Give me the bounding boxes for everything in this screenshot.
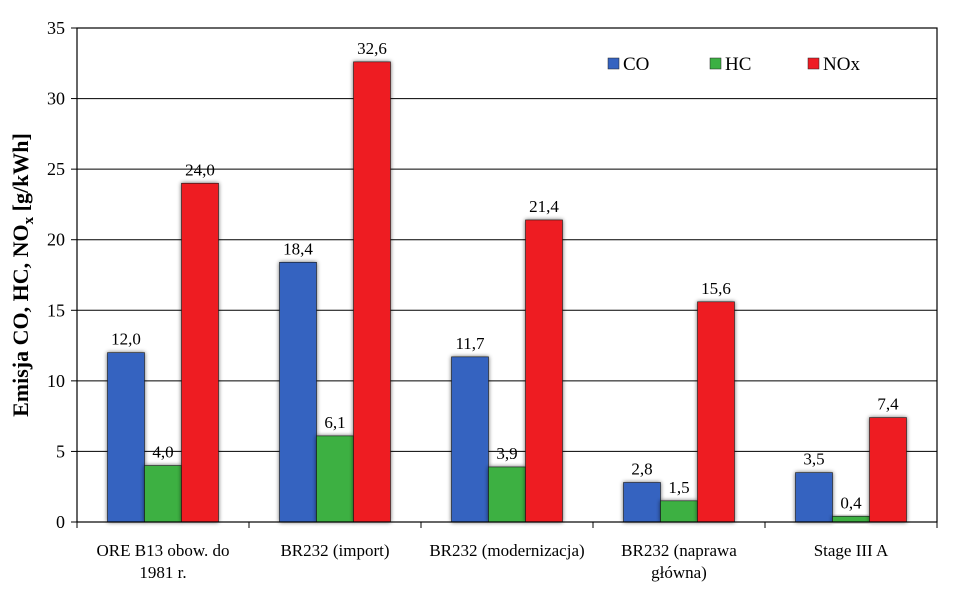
y-tick-label: 30 — [47, 89, 65, 109]
legend-swatch-co — [607, 57, 620, 70]
category-label: Stage III A — [814, 541, 889, 560]
bar-nox — [353, 61, 391, 523]
legend-label-nox: NOx — [823, 54, 860, 75]
data-label: 2,8 — [631, 459, 652, 478]
bar-nox — [181, 182, 219, 523]
data-label: 3,9 — [496, 444, 517, 463]
bar-co — [795, 472, 833, 523]
data-label: 11,7 — [455, 334, 485, 353]
bar-co — [107, 352, 145, 523]
legend-label-co: CO — [623, 54, 649, 75]
y-tick-label: 35 — [47, 18, 65, 38]
y-tick-label: 20 — [47, 230, 65, 250]
bar-nox — [525, 219, 563, 523]
y-tick-label: 10 — [47, 371, 65, 391]
legend-swatch-nox — [807, 57, 820, 70]
data-label: 7,4 — [877, 395, 899, 414]
bar-hc — [144, 465, 182, 523]
bars — [107, 61, 907, 523]
plot-area-border — [76, 27, 938, 523]
category-labels: ORE B13 obow. do 1981 r. BR232 (import) BR2… — [76, 522, 938, 582]
bar-hc — [488, 466, 526, 523]
y-axis-ticks: 0 5 10 15 20 25 30 35 — [47, 18, 77, 532]
bar-co — [279, 261, 317, 523]
y-axis-label-main: Emisja CO, HC, NO — [8, 224, 33, 417]
bar-hc — [660, 500, 698, 523]
category-label: ORE B13 obow. do — [96, 541, 229, 560]
data-label: 0,4 — [840, 493, 862, 512]
data-label: 24,0 — [185, 160, 215, 179]
data-label: 32,6 — [357, 39, 387, 58]
legend-swatch-hc — [709, 57, 722, 70]
y-tick-label: 15 — [47, 300, 65, 320]
bar-nox — [869, 417, 907, 523]
bar-co — [451, 356, 489, 523]
data-labels: 12,0 4,0 24,0 18,4 6,1 32,6 11,7 3,9 21,4 2,8 1,5 1… — [111, 39, 899, 512]
category-label: 1981 r. — [139, 563, 186, 582]
legend-label-hc: HC — [725, 54, 751, 75]
category-label: BR232 (import) — [280, 541, 389, 560]
bar-co — [623, 482, 661, 523]
y-axis-label-subscript: x — [21, 216, 37, 224]
data-label: 1,5 — [668, 478, 689, 497]
bar-hc — [316, 435, 354, 523]
data-label: 6,1 — [324, 413, 345, 432]
bar-hc — [832, 516, 870, 523]
y-axis-label-unit: [g/kWh] — [8, 133, 33, 217]
grid-lines — [77, 98, 937, 452]
bar-nox — [697, 301, 735, 523]
y-tick-label: 25 — [47, 159, 65, 179]
y-tick-label: 0 — [56, 512, 65, 532]
legend: CO HC NOx — [607, 54, 860, 75]
data-label: 4,0 — [152, 443, 173, 462]
data-label: 21,4 — [529, 197, 559, 216]
data-label: 18,4 — [283, 239, 313, 258]
data-label: 15,6 — [701, 279, 731, 298]
y-axis-label: Emisja CO, HC, NOx [g/kWh] — [8, 133, 37, 417]
data-label: 3,5 — [803, 450, 824, 469]
data-label: 12,0 — [111, 330, 141, 349]
category-label: BR232 (modernizacja) — [429, 541, 584, 560]
category-label: BR232 (naprawa — [621, 541, 737, 560]
y-tick-label: 5 — [56, 441, 65, 461]
category-label: główna) — [651, 563, 707, 582]
